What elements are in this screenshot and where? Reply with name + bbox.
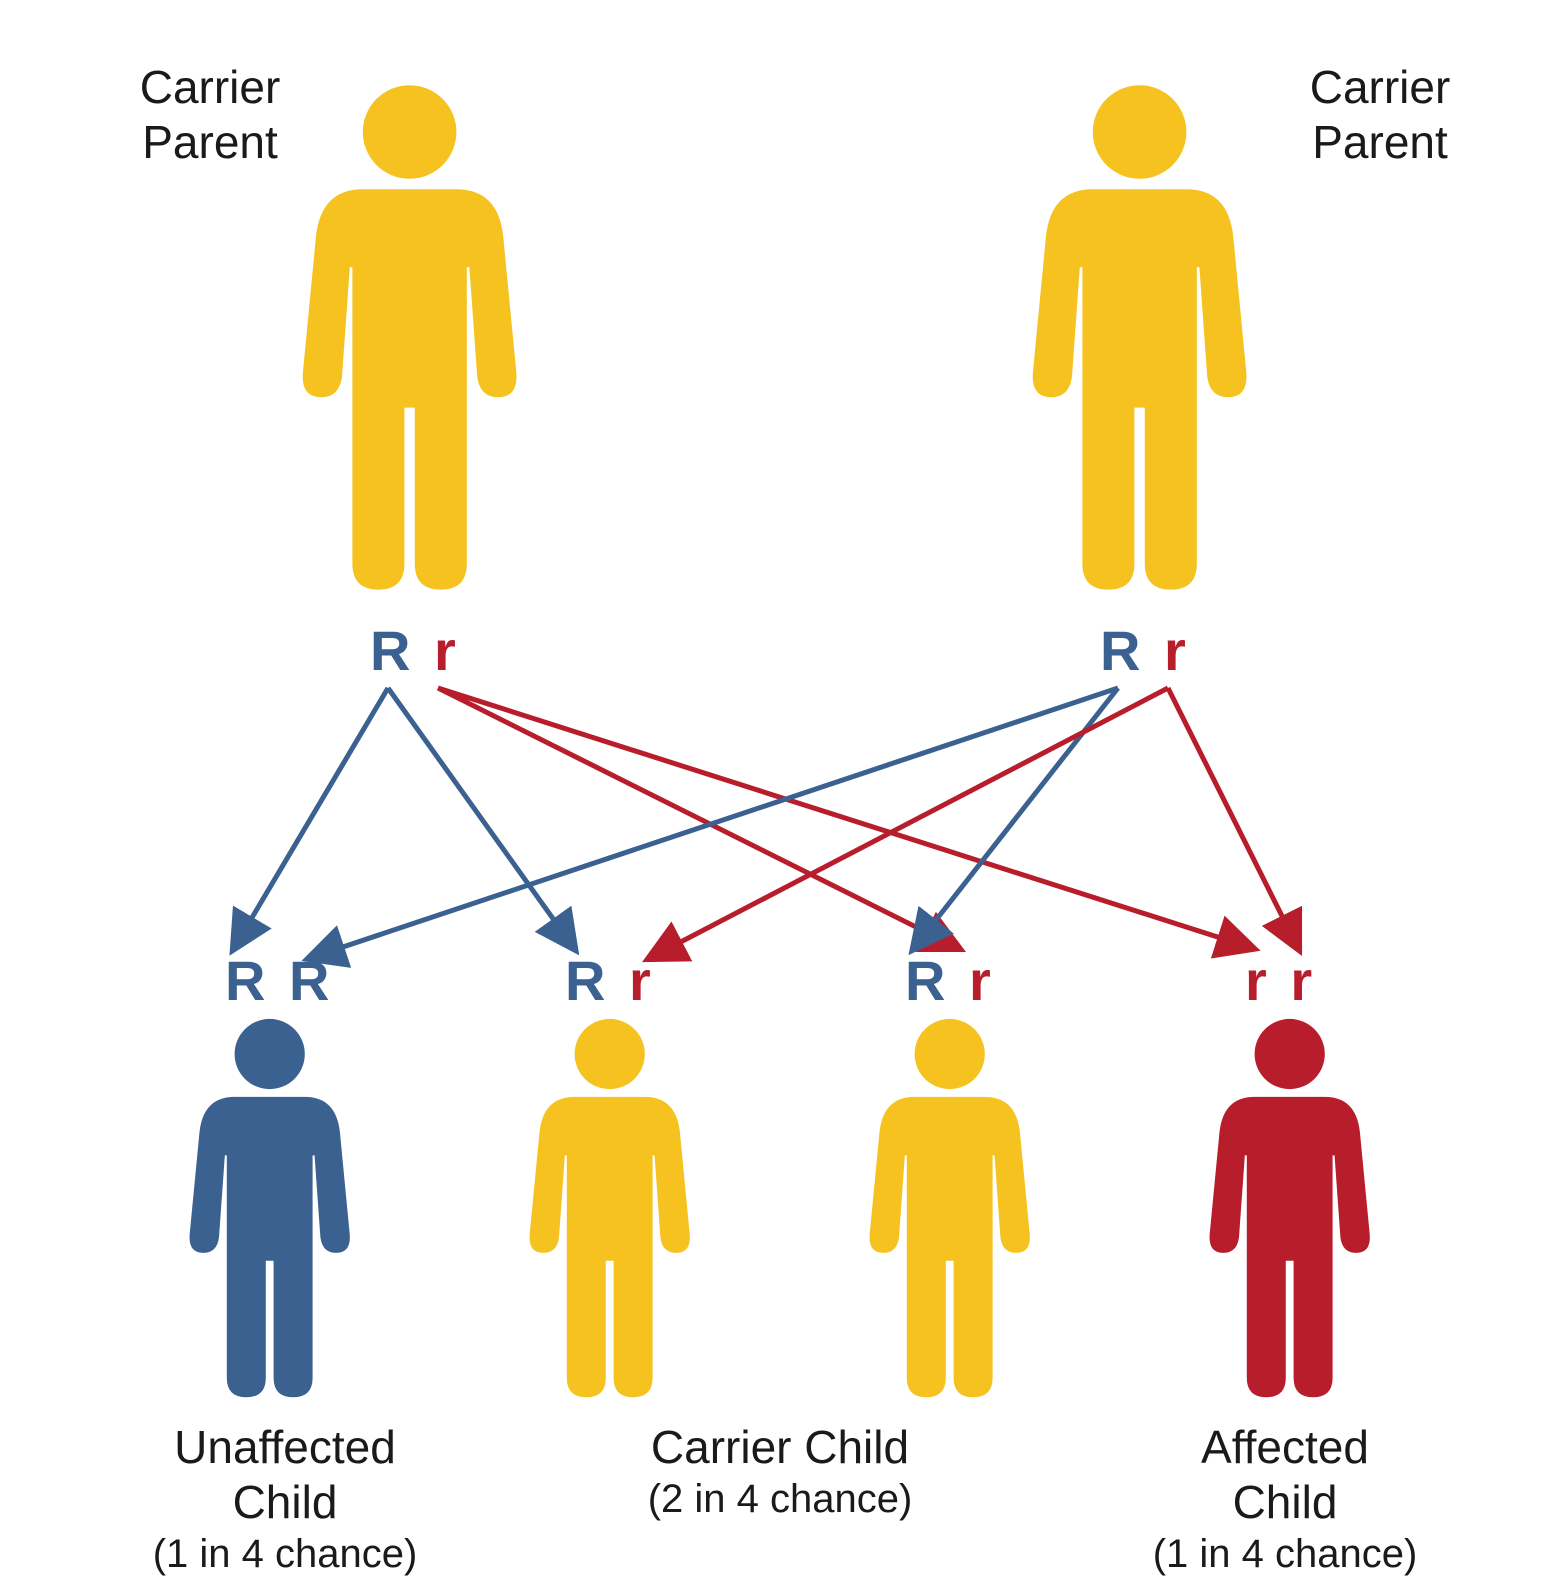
child-unaffected-genotype: R R [225, 948, 329, 1013]
parent-left-genotype: R r [370, 618, 456, 683]
child-carrier-label: Carrier Child (2 in 4 chance) [620, 1420, 940, 1523]
allele: R [225, 949, 265, 1012]
child-carrier1-genotype: R r [565, 948, 651, 1013]
allele-dominant: R [370, 619, 410, 682]
label-text: Parent [100, 115, 320, 170]
label-text: Parent [1270, 115, 1490, 170]
allele: R [565, 949, 605, 1012]
parent-right-label: Carrier Parent [1270, 60, 1490, 170]
allele: r [629, 949, 651, 1012]
allele-recessive: r [1164, 619, 1186, 682]
label-text: Child [140, 1475, 430, 1530]
chance-text: (2 in 4 chance) [620, 1475, 940, 1523]
inheritance-diagram: Carrier Parent Carrier Parent R r R r R … [0, 0, 1563, 1563]
parent-left-figure [290, 80, 529, 605]
allele: r [969, 949, 991, 1012]
chance-text: (1 in 4 chance) [140, 1530, 430, 1578]
parent-left-label: Carrier Parent [100, 60, 320, 170]
child-carrier2-genotype: R r [905, 948, 991, 1013]
allele: r [1290, 949, 1312, 1012]
child-affected-genotype: r r [1245, 948, 1312, 1013]
child-unaffected-figure [180, 1015, 359, 1410]
label-text: Carrier [100, 60, 320, 115]
child-affected-label: Affected Child (1 in 4 chance) [1140, 1420, 1430, 1578]
label-text: Carrier Child [620, 1420, 940, 1475]
allele-recessive: r [434, 619, 456, 682]
chance-text: (1 in 4 chance) [1140, 1530, 1430, 1578]
label-text: Carrier [1270, 60, 1490, 115]
allele: R [289, 949, 329, 1012]
label-text: Unaffected [140, 1420, 430, 1475]
parent-right-genotype: R r [1100, 618, 1186, 683]
child-carrier2-figure [860, 1015, 1039, 1410]
label-text: Child [1140, 1475, 1430, 1530]
child-carrier1-figure [520, 1015, 699, 1410]
allele: r [1245, 949, 1267, 1012]
label-text: Affected [1140, 1420, 1430, 1475]
allele-dominant: R [1100, 619, 1140, 682]
child-affected-figure [1200, 1015, 1379, 1410]
allele: R [905, 949, 945, 1012]
parent-right-figure [1020, 80, 1259, 605]
child-unaffected-label: Unaffected Child (1 in 4 chance) [140, 1420, 430, 1578]
